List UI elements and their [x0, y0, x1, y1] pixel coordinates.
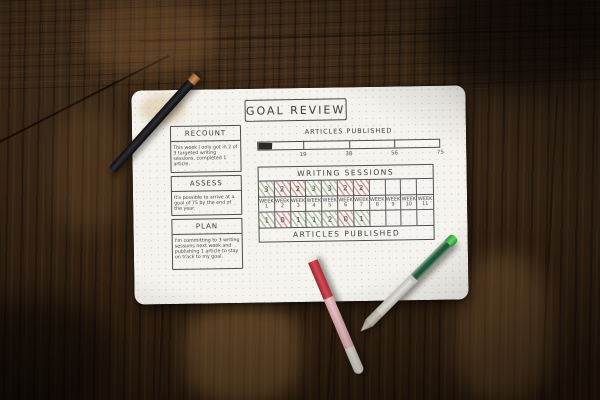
article-count-cell: 1 [306, 211, 323, 227]
progress-tick-label: 38 [345, 151, 353, 158]
week-label-cell: WEEK 10 [401, 195, 418, 211]
recount-label: RECOUNT [170, 125, 241, 143]
week-label-cell: WEEK 6 [338, 196, 355, 212]
progress-tick-label: 75 [436, 149, 444, 156]
progress-tick [393, 140, 396, 148]
wood-light-streak [455, 255, 550, 400]
session-count-cell: 2 [274, 181, 291, 198]
progress-tick-labels: 19 38 56 75 [257, 150, 444, 161]
week-label-cell: WEEK 3 [290, 196, 307, 213]
plan-label: PLAN [172, 218, 242, 236]
assess-label: ASSESS [171, 175, 241, 193]
session-count-cell: 2 [353, 179, 370, 197]
articles-progress-bar [257, 138, 441, 151]
session-count-cell: 2 [337, 180, 354, 197]
article-count-cell: 2 [322, 211, 339, 227]
progress-tick [348, 141, 350, 149]
session-count-cell [369, 179, 386, 196]
week-label-cell: WEEK 1 [259, 197, 276, 213]
assess-text: It's possible to arrive at a goal of 75 … [173, 194, 235, 212]
wood-light-streak [185, 300, 300, 400]
progress-bar-label: ARTICLES PUBLISHED [304, 126, 393, 136]
page-title: GOAL REVIEW [244, 98, 347, 122]
plan-box: PLAN I'm committing to 3 writing session… [171, 217, 244, 271]
progress-fill [258, 142, 273, 149]
tracker-footer: ARTICLES PUBLISHED [259, 224, 434, 242]
article-count-cell [417, 210, 433, 225]
article-count-cell: 1 [290, 211, 307, 228]
recount-box: RECOUNT This week I only got in 2 of 3 t… [169, 124, 242, 174]
article-count-cell [401, 210, 418, 226]
session-count-cell [416, 178, 434, 196]
progress-tick-label: 19 [299, 151, 307, 159]
week-label-cell: WEEK 11 [417, 194, 434, 211]
session-count-cell: 3 [258, 181, 275, 198]
article-count-cell: 1 [354, 210, 371, 227]
session-count-cell [401, 179, 418, 196]
week-label-cell: WEEK 2 [274, 197, 291, 213]
recount-text: This week I only got in 2 of 3 targeted … [173, 143, 238, 167]
session-count-cell: 2 [290, 180, 307, 198]
progress-tick [303, 141, 305, 149]
wood-dark-patch [430, 0, 600, 90]
session-count-cell [385, 179, 402, 196]
article-count-cell [369, 210, 387, 226]
wood-dark-patch [0, 300, 110, 400]
plan-text: I'm committing to 3 writing sessions nex… [174, 236, 240, 260]
review-column: RECOUNT This week I only got in 2 of 3 t… [169, 124, 244, 273]
session-count-cell: 3 [306, 180, 323, 197]
article-count-cell [385, 210, 402, 226]
progress-tick-label: 56 [391, 150, 399, 157]
week-label-cell: WEEK 5 [322, 196, 339, 212]
wood-light-streak [85, 0, 215, 72]
article-count-cell: 0 [338, 211, 355, 227]
article-count-cell: 1 [259, 212, 276, 228]
week-label-cell: WEEK 8 [369, 195, 386, 211]
week-label-cell: WEEK 4 [306, 196, 323, 212]
week-label-cell: WEEK 9 [385, 195, 402, 211]
article-count-cell: 0 [275, 212, 292, 228]
assess-box: ASSESS It's possible to arrive at a goal… [170, 174, 243, 217]
week-label-cell: WEEK 7 [353, 195, 370, 212]
session-count-cell: 3 [322, 180, 339, 197]
